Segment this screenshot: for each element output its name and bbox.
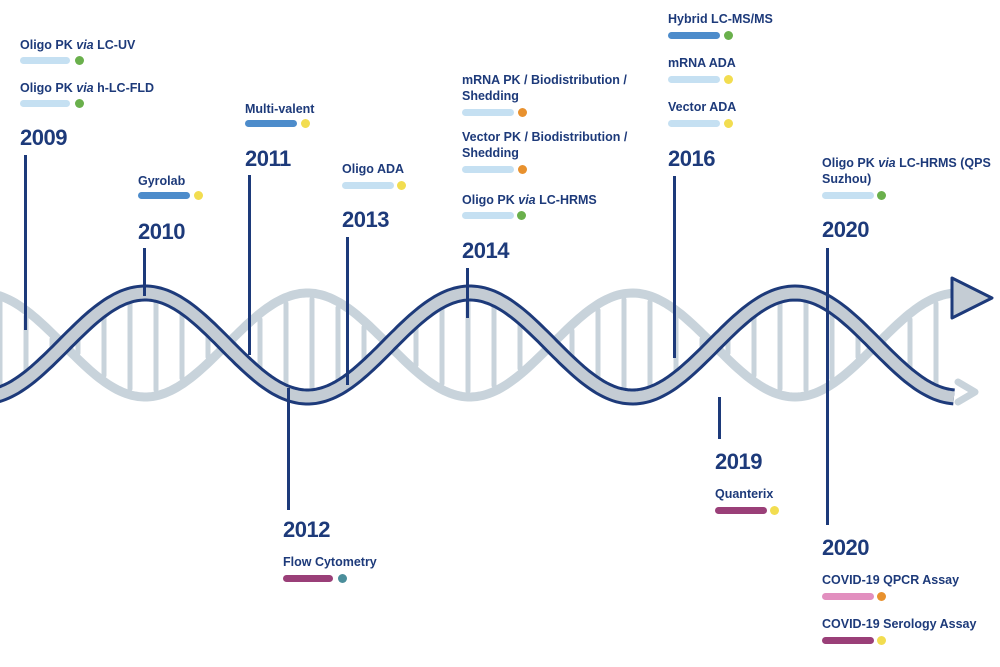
connector-2012 (287, 388, 290, 510)
bar (138, 192, 190, 199)
bar (245, 120, 297, 127)
label-mrna-pk: mRNA PK / Biodistribution / Shedding (462, 73, 627, 103)
year-2009: 2009 (20, 125, 67, 150)
year-2014: 2014 (462, 238, 509, 263)
bar (342, 182, 394, 189)
bar (283, 575, 333, 582)
connector-2020 (826, 248, 829, 525)
label-oligo-pk-lc-hrms-suzhou: Oligo PK via LC-HRMS (QPS Suzhou) (822, 156, 991, 186)
label-covid-qpcr: COVID-19 QPCR Assay (822, 573, 960, 587)
bar (668, 76, 720, 83)
label-oligo-pk-h-lc-fld: Oligo PK via h-LC-FLD (20, 81, 155, 95)
year-2016: 2016 (668, 146, 715, 171)
helix-front-strand (0, 287, 955, 403)
year-2013: 2013 (342, 207, 389, 232)
helix-front-outline (0, 284, 955, 406)
dot (75, 99, 84, 108)
bar (822, 637, 874, 644)
dot (518, 108, 527, 117)
bar (668, 120, 720, 127)
dot (338, 574, 347, 583)
connector-2010 (143, 248, 146, 296)
label-oligo-ada: Oligo ADA (342, 162, 405, 176)
year-2012: 2012 (283, 517, 330, 542)
bar (20, 57, 70, 64)
bar (822, 593, 874, 600)
connector-2019 (718, 397, 721, 439)
year-2020-bottom: 2020 (822, 535, 869, 560)
bar (822, 192, 874, 199)
dot (724, 119, 733, 128)
label-hybrid-lc-ms: Hybrid LC-MS/MS (668, 12, 773, 26)
label-vector-pk: Vector PK / Biodistribution / Shedding (462, 130, 628, 160)
label-gyrolab: Gyrolab (138, 174, 186, 188)
dot (517, 211, 526, 220)
dot (877, 592, 886, 601)
connector-2014 (466, 268, 469, 318)
helix-back-strand (0, 288, 965, 402)
label-vector-ada: Vector ADA (668, 100, 737, 114)
dot (724, 31, 733, 40)
connector-2013 (346, 237, 349, 385)
back-arrow-head (954, 378, 979, 406)
bar (668, 32, 720, 39)
dot (724, 75, 733, 84)
dot (518, 165, 527, 174)
dot (397, 181, 406, 190)
connector-2009 (24, 155, 27, 330)
dot (770, 506, 779, 515)
bar (462, 109, 514, 116)
front-arrow-head (950, 276, 994, 320)
dot (301, 119, 310, 128)
bar (462, 166, 514, 173)
label-oligo-pk-lc-uv: Oligo PK via LC-UV (20, 38, 136, 52)
dot (75, 56, 84, 65)
label-quanterix: Quanterix (715, 487, 774, 501)
dot (194, 191, 203, 200)
label-flow-cytometry: Flow Cytometry (283, 555, 377, 569)
label-multi-valent: Multi-valent (245, 102, 315, 116)
year-2019: 2019 (715, 449, 762, 474)
dot (877, 191, 886, 200)
bar (20, 100, 70, 107)
dot (877, 636, 886, 645)
label-oligo-pk-lc-hrms: Oligo PK via LC-HRMS (462, 193, 597, 207)
label-covid-serology: COVID-19 Serology Assay (822, 617, 977, 631)
year-2011: 2011 (245, 146, 291, 171)
connector-2011 (248, 175, 251, 355)
bar (462, 212, 514, 219)
year-2020-top: 2020 (822, 217, 869, 242)
label-mrna-ada: mRNA ADA (668, 56, 736, 70)
year-2010: 2010 (138, 219, 185, 244)
connector-2016 (673, 176, 676, 358)
bar (715, 507, 767, 514)
